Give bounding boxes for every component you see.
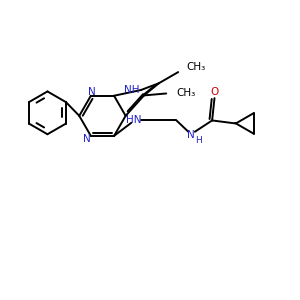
Text: NH: NH	[124, 85, 140, 95]
Text: HN: HN	[127, 116, 142, 125]
Text: O: O	[210, 87, 219, 97]
Text: N: N	[188, 130, 195, 140]
Text: CH₃: CH₃	[187, 62, 206, 72]
Text: CH₃: CH₃	[176, 88, 195, 98]
Text: H: H	[195, 136, 202, 145]
Text: N: N	[83, 134, 91, 144]
Text: N: N	[88, 87, 96, 97]
